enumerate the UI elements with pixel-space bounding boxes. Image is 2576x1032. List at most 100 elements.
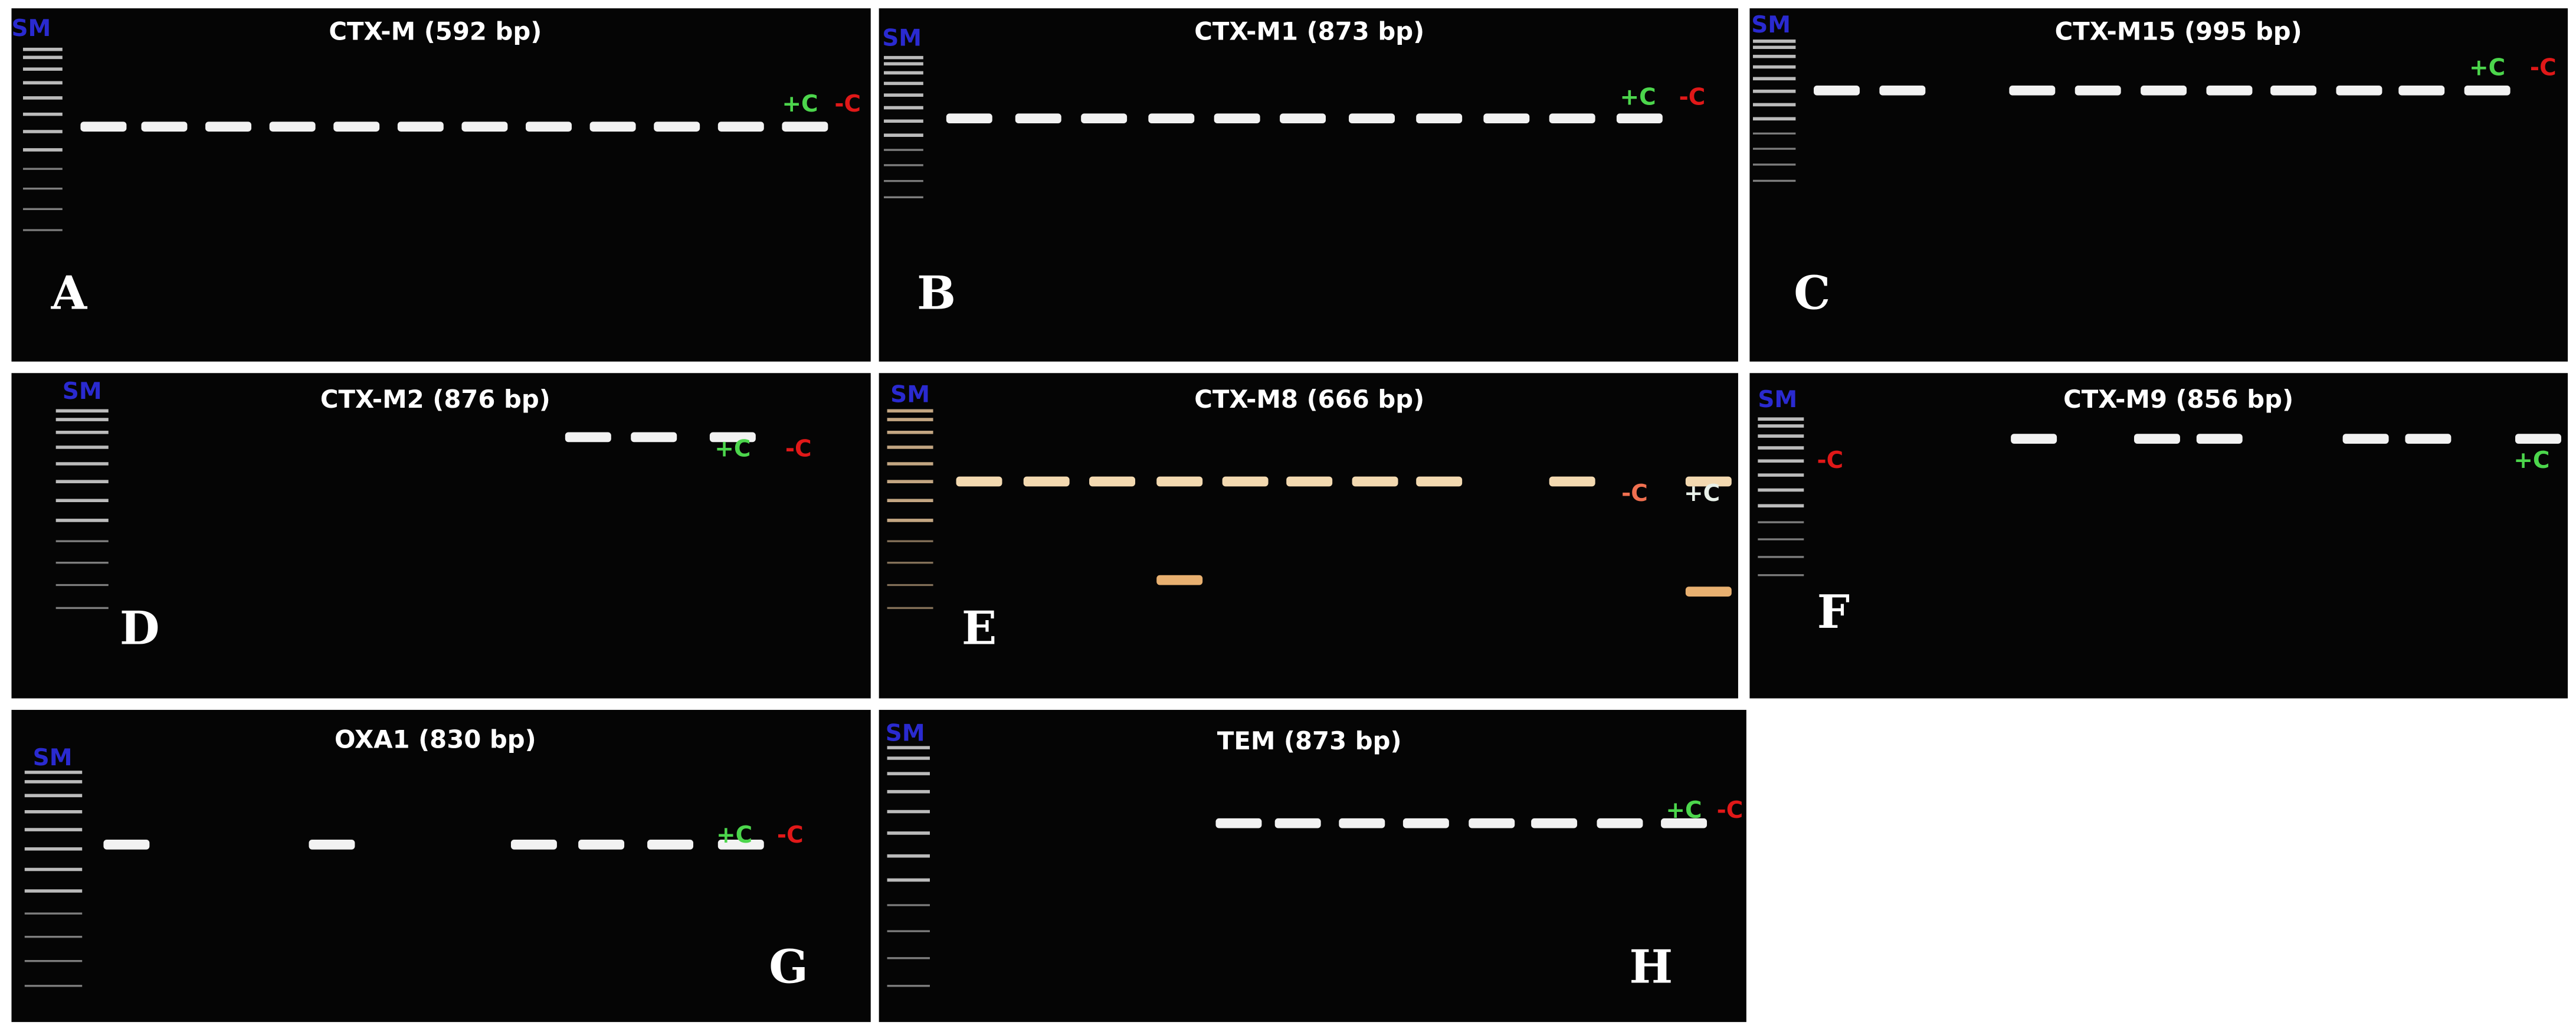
panel-title: CTX-M2 (876 bp) bbox=[320, 385, 550, 414]
dna-band bbox=[1274, 818, 1321, 828]
size-marker-label: SM bbox=[63, 378, 102, 405]
positive-control-label: +C bbox=[1620, 84, 1656, 111]
gel-panel: OXA1 (830 bp) G SM +C -C bbox=[11, 710, 871, 1023]
positive-control-label: +C bbox=[716, 822, 752, 848]
dna-band bbox=[1469, 818, 1515, 828]
dna-band bbox=[589, 122, 636, 132]
dna-band bbox=[1531, 818, 1578, 828]
negative-control-label: -C bbox=[777, 822, 804, 848]
negative-control-label: -C bbox=[834, 91, 861, 117]
dna-band bbox=[654, 122, 700, 132]
panel-title: OXA1 (830 bp) bbox=[335, 725, 536, 753]
dna-band bbox=[2270, 85, 2317, 96]
dna-band bbox=[2009, 85, 2056, 96]
gel-panel: CTX-M9 (856 bp) F SM +C -C bbox=[1749, 373, 2568, 699]
positive-control-label: +C bbox=[1684, 480, 1720, 507]
dna-band bbox=[1023, 476, 1070, 487]
size-marker-label: SM bbox=[886, 720, 925, 746]
panel-letter: F bbox=[1817, 585, 1850, 639]
dna-band bbox=[1349, 113, 1395, 124]
positive-control-label: +C bbox=[782, 91, 818, 117]
gel-panel: CTX-M15 (995 bp) C SM +C -C bbox=[1749, 8, 2568, 362]
gel-panel: CTX-M8 (666 bp) E SM +C -C bbox=[879, 373, 1738, 699]
dna-band bbox=[141, 122, 188, 132]
size-marker-label: SM bbox=[1751, 12, 1791, 38]
negative-control-label: -C bbox=[1621, 480, 1648, 507]
gel-panel: CTX-M1 (873 bp) B SM +C -C bbox=[879, 8, 1738, 362]
dna-band bbox=[1015, 113, 1061, 124]
dna-band bbox=[1215, 818, 1262, 828]
dna-band bbox=[709, 432, 756, 443]
gel-background bbox=[1749, 373, 2568, 699]
dna-band bbox=[1352, 476, 1398, 487]
dna-band bbox=[1402, 818, 1449, 828]
dna-band bbox=[397, 122, 444, 132]
dna-band bbox=[1081, 113, 1128, 124]
dna-band bbox=[1597, 818, 1643, 828]
gel-background bbox=[11, 8, 871, 362]
dna-band bbox=[269, 122, 316, 132]
panel-title: CTX-M1 (873 bp) bbox=[1194, 17, 1424, 45]
positive-control-label: +C bbox=[2513, 447, 2549, 474]
dna-band bbox=[2074, 85, 2121, 96]
dna-band bbox=[1549, 113, 1595, 124]
dna-band bbox=[1549, 476, 1595, 487]
panel-letter: D bbox=[120, 602, 160, 656]
dna-band bbox=[717, 840, 764, 850]
dna-band bbox=[1286, 476, 1333, 487]
dna-band bbox=[647, 840, 694, 850]
dna-band bbox=[1156, 575, 1203, 585]
size-marker-label: SM bbox=[11, 15, 51, 42]
panel-title: CTX-M (592 bp) bbox=[329, 17, 542, 45]
panel-title: CTX-M15 (995 bp) bbox=[2055, 17, 2302, 45]
panel-letter: A bbox=[51, 267, 88, 320]
dna-band bbox=[2515, 434, 2561, 444]
dna-band bbox=[717, 122, 764, 132]
dna-band bbox=[309, 840, 355, 850]
size-marker-label: SM bbox=[882, 25, 922, 52]
gel-panel: CTX-M2 (876 bp) D SM +C -C bbox=[11, 373, 871, 699]
size-marker-label: SM bbox=[890, 382, 930, 408]
dna-band bbox=[1089, 476, 1136, 487]
dna-band bbox=[2464, 85, 2511, 96]
panel-letter: E bbox=[962, 602, 997, 656]
dna-band bbox=[1214, 113, 1260, 124]
dna-band bbox=[1339, 818, 1385, 828]
positive-control-label: +C bbox=[1666, 797, 1702, 824]
dna-band bbox=[2398, 85, 2445, 96]
gel-background bbox=[11, 710, 871, 1023]
dna-band bbox=[631, 432, 677, 443]
dna-band bbox=[1156, 476, 1203, 487]
dna-band bbox=[956, 476, 1002, 487]
dna-band bbox=[1685, 476, 1732, 487]
panel-letter: B bbox=[917, 267, 956, 320]
gel-background bbox=[879, 373, 1738, 699]
dna-band bbox=[1280, 113, 1326, 124]
dna-band bbox=[461, 122, 508, 132]
dna-band bbox=[103, 840, 150, 850]
dna-band bbox=[2133, 434, 2180, 444]
dna-band bbox=[1222, 476, 1269, 487]
dna-band bbox=[526, 122, 572, 132]
dna-band bbox=[2011, 434, 2057, 444]
size-marker-label: SM bbox=[33, 745, 73, 771]
negative-control-label: -C bbox=[785, 436, 812, 463]
dna-band bbox=[1416, 476, 1463, 487]
dna-band bbox=[1416, 113, 1463, 124]
positive-control-label: +C bbox=[715, 436, 750, 463]
dna-band bbox=[1616, 113, 1663, 124]
gel-panel: TEM (873 bp) H SM +C -C bbox=[879, 710, 1746, 1023]
dna-band bbox=[2336, 85, 2382, 96]
dna-band bbox=[333, 122, 380, 132]
panel-title: CTX-M9 (856 bp) bbox=[2063, 385, 2293, 414]
panel-title: CTX-M8 (666 bp) bbox=[1194, 385, 1424, 414]
dna-band bbox=[782, 122, 828, 132]
panel-title: TEM (873 bp) bbox=[1217, 726, 1402, 755]
dna-band bbox=[946, 113, 992, 124]
dna-band bbox=[1661, 818, 1707, 828]
dna-band bbox=[2342, 434, 2389, 444]
panel-letter: C bbox=[1794, 267, 1830, 320]
gel-background bbox=[1749, 8, 2568, 362]
